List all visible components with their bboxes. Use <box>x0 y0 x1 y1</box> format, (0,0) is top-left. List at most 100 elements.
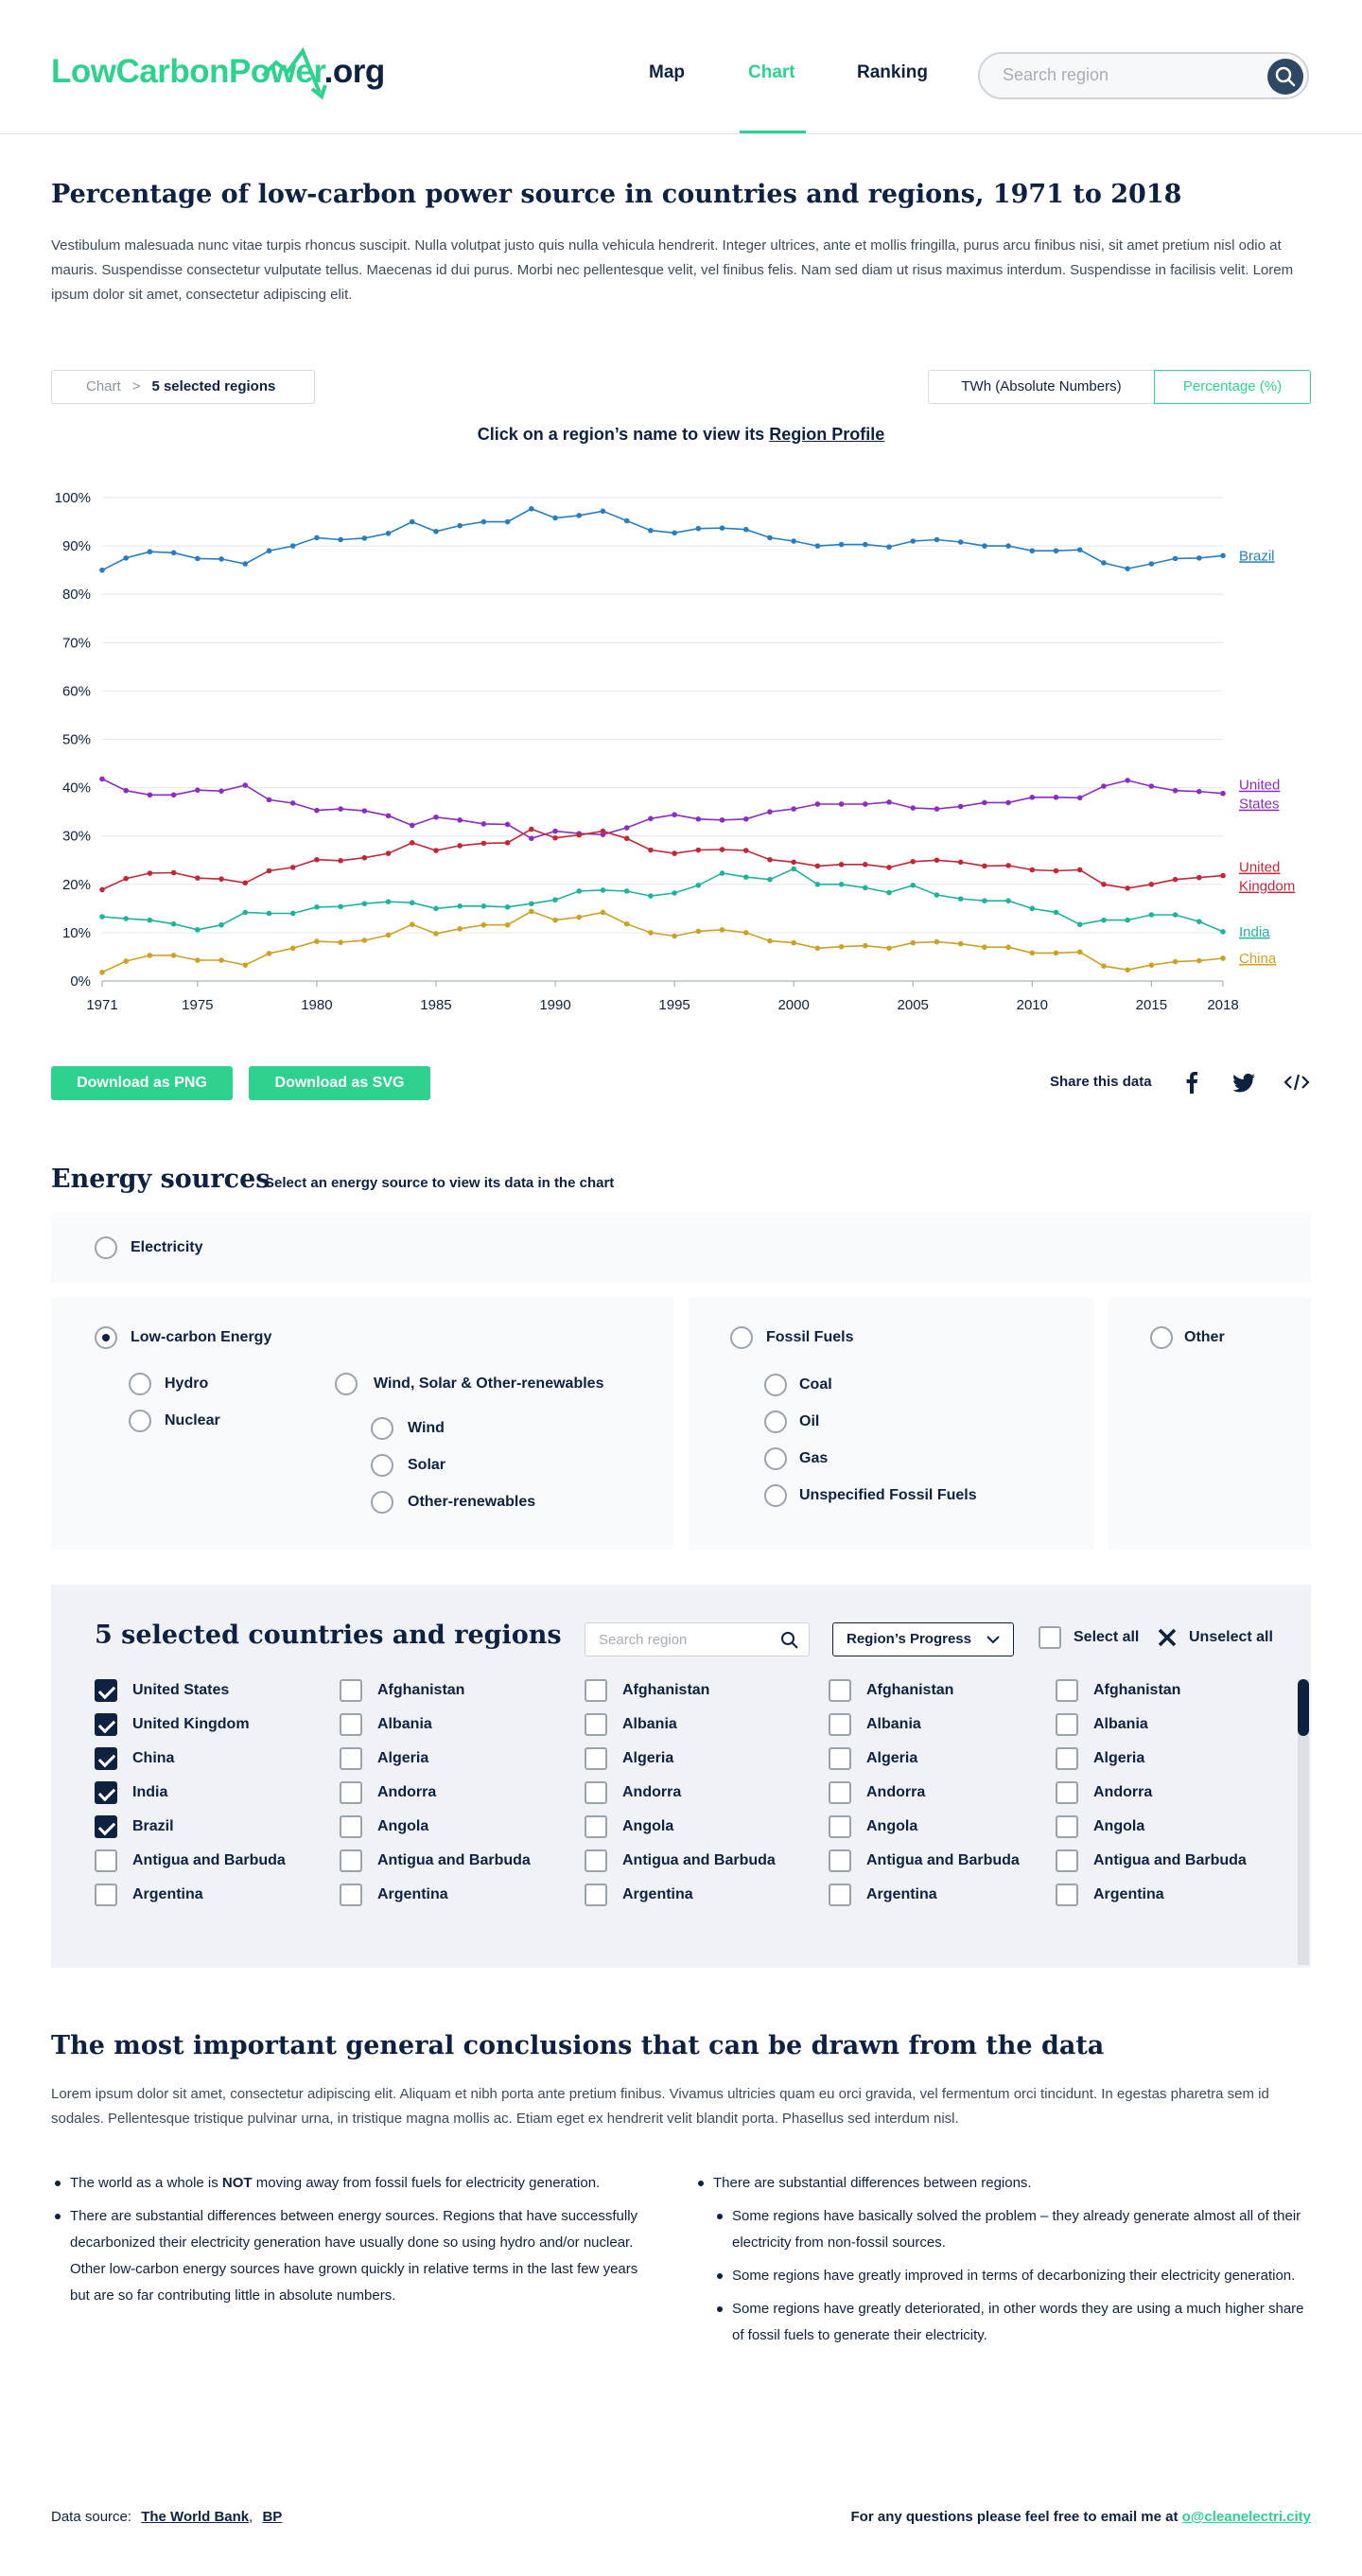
country-label[interactable]: Albania <box>866 1716 921 1732</box>
country-label[interactable]: Albania <box>377 1716 432 1732</box>
country-checkbox[interactable] <box>585 1815 607 1838</box>
country-checkbox[interactable] <box>95 1884 117 1906</box>
country-label[interactable]: Antigua and Barbuda <box>132 1852 286 1868</box>
close-icon[interactable] <box>1156 1626 1179 1649</box>
country-checkbox[interactable] <box>585 1747 607 1770</box>
country-checkbox[interactable] <box>1056 1815 1078 1838</box>
country-label[interactable]: Argentina <box>1093 1886 1164 1902</box>
country-label[interactable]: Afghanistan <box>377 1682 465 1698</box>
embed-code-icon[interactable] <box>1283 1068 1311 1096</box>
radio-hydro[interactable] <box>129 1373 151 1395</box>
country-checkbox[interactable] <box>340 1781 362 1804</box>
radio-gas[interactable] <box>764 1447 787 1470</box>
region-search-input[interactable] <box>599 1632 778 1648</box>
source-link-world-bank[interactable]: The World Bank <box>141 2509 250 2525</box>
country-label[interactable]: Andorra <box>866 1784 926 1800</box>
country-label[interactable]: Antigua and Barbuda <box>377 1852 531 1868</box>
country-label[interactable]: Angola <box>866 1818 918 1834</box>
search-icon[interactable] <box>780 1631 799 1650</box>
country-checkbox[interactable] <box>1056 1747 1078 1770</box>
country-label[interactable]: Afghanistan <box>1093 1682 1181 1698</box>
country-checkbox[interactable] <box>1056 1849 1078 1872</box>
radio-electricity[interactable] <box>95 1236 117 1259</box>
country-label[interactable]: Argentina <box>866 1886 937 1902</box>
country-label[interactable]: Antigua and Barbuda <box>622 1852 776 1868</box>
country-label[interactable]: Argentina <box>132 1886 203 1902</box>
country-label[interactable]: Brazil <box>132 1818 174 1834</box>
country-label[interactable]: Argentina <box>377 1886 448 1902</box>
scrollbar-track[interactable] <box>1298 1679 1309 1965</box>
country-checkbox[interactable] <box>829 1815 851 1838</box>
country-label[interactable]: Antigua and Barbuda <box>866 1852 1020 1868</box>
series-label-brazil[interactable]: Brazil <box>1239 548 1275 564</box>
radio-oil[interactable] <box>764 1411 787 1433</box>
country-checkbox[interactable] <box>829 1747 851 1770</box>
country-label[interactable]: Algeria <box>866 1750 918 1766</box>
country-label[interactable]: United States <box>132 1682 230 1698</box>
country-label[interactable]: Afghanistan <box>622 1682 710 1698</box>
country-label[interactable]: Angola <box>377 1818 429 1834</box>
radio-other[interactable] <box>1150 1326 1173 1349</box>
search-button[interactable] <box>1267 59 1303 95</box>
country-checkbox[interactable] <box>829 1679 851 1702</box>
country-checkbox[interactable] <box>340 1815 362 1838</box>
radio-low-carbon[interactable] <box>95 1326 117 1349</box>
radio-solar[interactable] <box>371 1454 393 1477</box>
radio-coal[interactable] <box>764 1374 787 1396</box>
country-label[interactable]: Algeria <box>1093 1750 1145 1766</box>
country-checkbox[interactable] <box>340 1849 362 1872</box>
country-checkbox[interactable] <box>585 1679 607 1702</box>
radio-wind[interactable] <box>371 1417 393 1440</box>
series-label-china[interactable]: China <box>1239 951 1277 967</box>
series-label-united-kingdom[interactable]: United Kingdom <box>1239 860 1295 895</box>
scrollbar-thumb[interactable] <box>1298 1679 1309 1736</box>
country-checkbox[interactable] <box>585 1849 607 1872</box>
country-checkbox[interactable] <box>1056 1679 1078 1702</box>
country-checkbox[interactable] <box>340 1884 362 1906</box>
select-all-checkbox[interactable] <box>1039 1626 1061 1649</box>
country-label[interactable]: Antigua and Barbuda <box>1093 1852 1247 1868</box>
country-checkbox[interactable] <box>585 1884 607 1906</box>
download-png-button[interactable]: Download as PNG <box>51 1066 233 1100</box>
header-search-input[interactable] <box>1003 65 1248 85</box>
country-label[interactable]: Andorra <box>1093 1784 1153 1800</box>
series-label-united-states[interactable]: United States <box>1239 778 1280 813</box>
toggle-percentage[interactable]: Percentage (%) <box>1154 370 1311 404</box>
download-svg-button[interactable]: Download as SVG <box>249 1066 430 1100</box>
country-label[interactable]: Argentina <box>622 1886 693 1902</box>
region-profile-link[interactable]: Region Profile <box>769 425 885 444</box>
country-checkbox[interactable] <box>95 1815 117 1838</box>
country-checkbox[interactable] <box>1056 1884 1078 1906</box>
country-checkbox[interactable] <box>95 1781 117 1804</box>
country-checkbox[interactable] <box>829 1713 851 1736</box>
radio-wind-solar-other[interactable] <box>335 1373 358 1395</box>
country-label[interactable]: Albania <box>622 1716 677 1732</box>
country-checkbox[interactable] <box>95 1747 117 1770</box>
country-checkbox[interactable] <box>95 1679 117 1702</box>
country-checkbox[interactable] <box>1056 1781 1078 1804</box>
country-label[interactable]: Andorra <box>377 1784 437 1800</box>
toggle-absolute-numbers[interactable]: TWh (Absolute Numbers) <box>928 370 1155 404</box>
radio-other-renewables[interactable] <box>371 1491 393 1514</box>
country-label[interactable]: Andorra <box>622 1784 682 1800</box>
country-label[interactable]: China <box>132 1750 175 1766</box>
country-checkbox[interactable] <box>585 1713 607 1736</box>
unselect-all-button[interactable]: Unselect all <box>1189 1629 1273 1645</box>
twitter-icon[interactable] <box>1230 1068 1258 1096</box>
country-checkbox[interactable] <box>829 1781 851 1804</box>
sort-select[interactable]: Region’s Progress <box>832 1622 1014 1656</box>
country-label[interactable]: United Kingdom <box>132 1716 250 1732</box>
country-label[interactable]: Albania <box>1093 1716 1148 1732</box>
nav-ranking[interactable]: Ranking <box>857 62 928 82</box>
facebook-icon[interactable] <box>1178 1068 1206 1096</box>
breadcrumb-root[interactable]: Chart <box>86 378 121 394</box>
country-checkbox[interactable] <box>340 1679 362 1702</box>
country-label[interactable]: Angola <box>622 1818 674 1834</box>
logo[interactable]: LowCarbonPower.org <box>51 47 385 100</box>
series-label-india[interactable]: India <box>1239 924 1270 940</box>
nav-map[interactable]: Map <box>649 62 685 82</box>
radio-unspecified-fossil[interactable] <box>764 1484 787 1507</box>
country-checkbox[interactable] <box>340 1747 362 1770</box>
country-label[interactable]: India <box>132 1784 168 1800</box>
country-checkbox[interactable] <box>829 1849 851 1872</box>
